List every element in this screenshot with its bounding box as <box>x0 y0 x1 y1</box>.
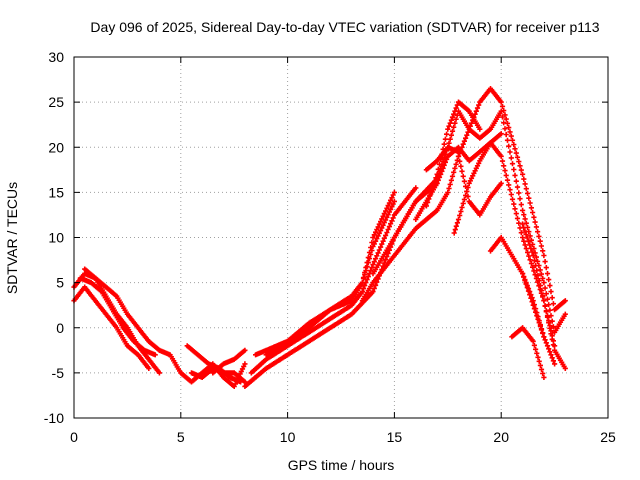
data-series-pass-21 <box>509 325 547 380</box>
x-tick-label: 10 <box>280 429 296 445</box>
y-tick-label: 25 <box>48 94 64 110</box>
y-tick-label: -10 <box>44 410 64 426</box>
x-tick-label: 5 <box>177 429 185 445</box>
data-series-pass-23 <box>520 271 558 367</box>
x-axis-label: GPS time / hours <box>288 457 395 473</box>
y-tick-label: 20 <box>48 139 64 155</box>
y-tick-label: 5 <box>56 275 64 291</box>
data-series-pass-12 <box>263 189 397 358</box>
y-tick-label: 15 <box>48 184 64 200</box>
data-traces <box>71 86 568 389</box>
data-series-pass-4 <box>82 266 162 353</box>
x-tick-label: 25 <box>600 429 616 445</box>
data-series-pass-14 <box>370 108 568 335</box>
y-tick-label: 0 <box>56 320 64 336</box>
data-series-pass-19 <box>455 153 504 218</box>
data-series-pass-13 <box>359 86 568 313</box>
y-tick-label: 10 <box>48 230 64 246</box>
x-tick-label: 15 <box>387 429 403 445</box>
x-tick-label: 20 <box>493 429 509 445</box>
data-series-pass-17 <box>423 144 462 173</box>
data-series-pass-22 <box>520 221 558 349</box>
data-series-pass-16 <box>423 99 483 209</box>
chart-title: Day 096 of 2025, Sidereal Day-to-day VTE… <box>90 19 599 35</box>
data-series-pass-10 <box>248 185 419 376</box>
data-series-pass-8 <box>210 347 248 376</box>
axis-ticks: 0 5 10 15 20 25 -10 -5 0 5 10 15 20 25 30 <box>44 49 616 445</box>
data-series-pass-20 <box>487 234 547 340</box>
data-series-pass-5 <box>156 347 248 389</box>
y-tick-label: 30 <box>48 49 64 65</box>
y-axis-label: SDTVAR / TECUs <box>4 182 20 294</box>
grid-lines <box>74 57 608 418</box>
x-tick-label: 0 <box>70 429 78 445</box>
data-series-pass-18 <box>451 131 504 236</box>
data-series-pass-3 <box>77 275 158 358</box>
y-tick-label: -5 <box>52 365 65 381</box>
